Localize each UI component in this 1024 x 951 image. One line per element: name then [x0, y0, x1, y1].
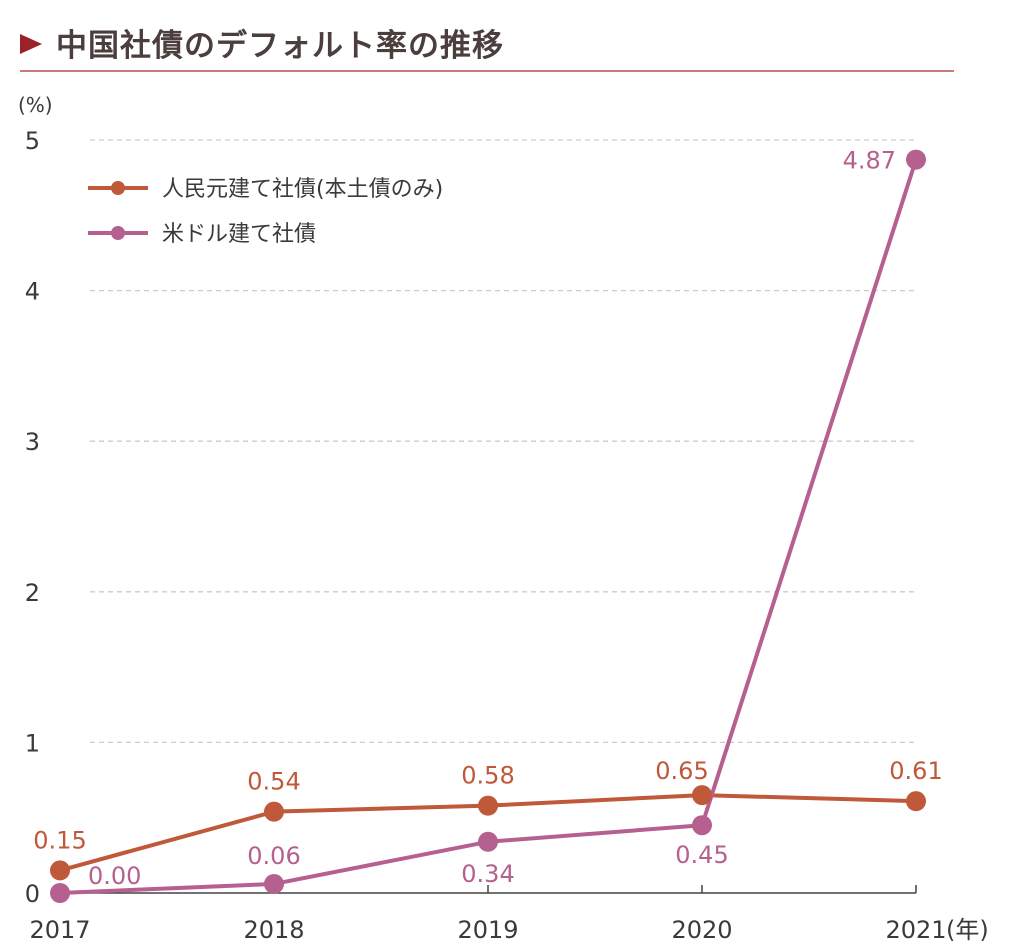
data-point-usd-2021	[906, 149, 926, 170]
x-tick-label-2020: 2020	[671, 916, 732, 944]
data-label-usd-2019: 0.34	[461, 860, 514, 888]
chart-title: 中国社債のデフォルト率の推移	[56, 28, 504, 64]
legend-label-usd: 米ドル建て社債	[162, 222, 316, 247]
data-label-cny-2019: 0.58	[461, 762, 514, 790]
y-tick-label-5: 5	[25, 127, 40, 155]
series-lines	[50, 149, 926, 903]
data-label-usd-2017: 0.00	[88, 862, 141, 890]
data-labels: 0.15 0.54 0.58 0.65 0.61 0.00 0.06 0.34 0.45 4.87	[33, 147, 942, 890]
data-point-cny-2019	[478, 795, 498, 816]
data-point-cny-2017	[50, 860, 70, 881]
data-point-usd-2017	[50, 883, 70, 903]
x-tick-label-2019: 2019	[457, 916, 518, 944]
y-axis-unit-label: (%)	[18, 93, 53, 117]
data-point-cny-2021	[906, 791, 926, 812]
data-point-cny-2018	[264, 801, 284, 822]
x-tick-label-2017: 2017	[29, 916, 90, 944]
legend: 人民元建て社債(本土債のみ) 米ドル建て社債	[88, 177, 443, 247]
y-tick-label-3: 3	[25, 428, 40, 456]
x-tick-label-2021: 2021	[885, 916, 946, 944]
x-axis-unit-label: (年)	[946, 916, 989, 944]
legend-label-cny: 人民元建て社債(本土債のみ)	[162, 177, 443, 202]
data-label-cny-2021: 0.61	[889, 757, 942, 785]
y-tick-label-1: 1	[25, 729, 40, 757]
data-label-cny-2020: 0.65	[655, 757, 708, 785]
data-label-usd-2021: 4.87	[843, 147, 896, 175]
x-tick-label-2018: 2018	[243, 916, 304, 944]
legend-swatch-marker-cny	[111, 181, 125, 195]
y-tick-label-4: 4	[25, 278, 40, 306]
data-point-usd-2019	[478, 831, 498, 852]
data-label-cny-2017: 0.15	[33, 826, 86, 854]
data-point-usd-2018	[264, 873, 284, 894]
axes: 0 1 2 3 4 5 (%) 2017 2018 2019 2020 2021 (年)	[18, 93, 989, 944]
data-point-usd-2020	[692, 815, 712, 836]
triangle-bullet-icon	[20, 34, 42, 54]
data-label-usd-2018: 0.06	[247, 842, 300, 870]
y-tick-label-0: 0	[25, 880, 40, 908]
data-label-cny-2018: 0.54	[247, 768, 300, 796]
title-divider	[20, 70, 954, 72]
legend-swatch-marker-usd	[111, 226, 125, 240]
y-tick-label-2: 2	[25, 579, 40, 607]
chart-title-block: 中国社債のデフォルト率の推移	[20, 18, 954, 74]
data-label-usd-2020: 0.45	[675, 841, 728, 869]
data-point-cny-2020	[692, 785, 712, 806]
